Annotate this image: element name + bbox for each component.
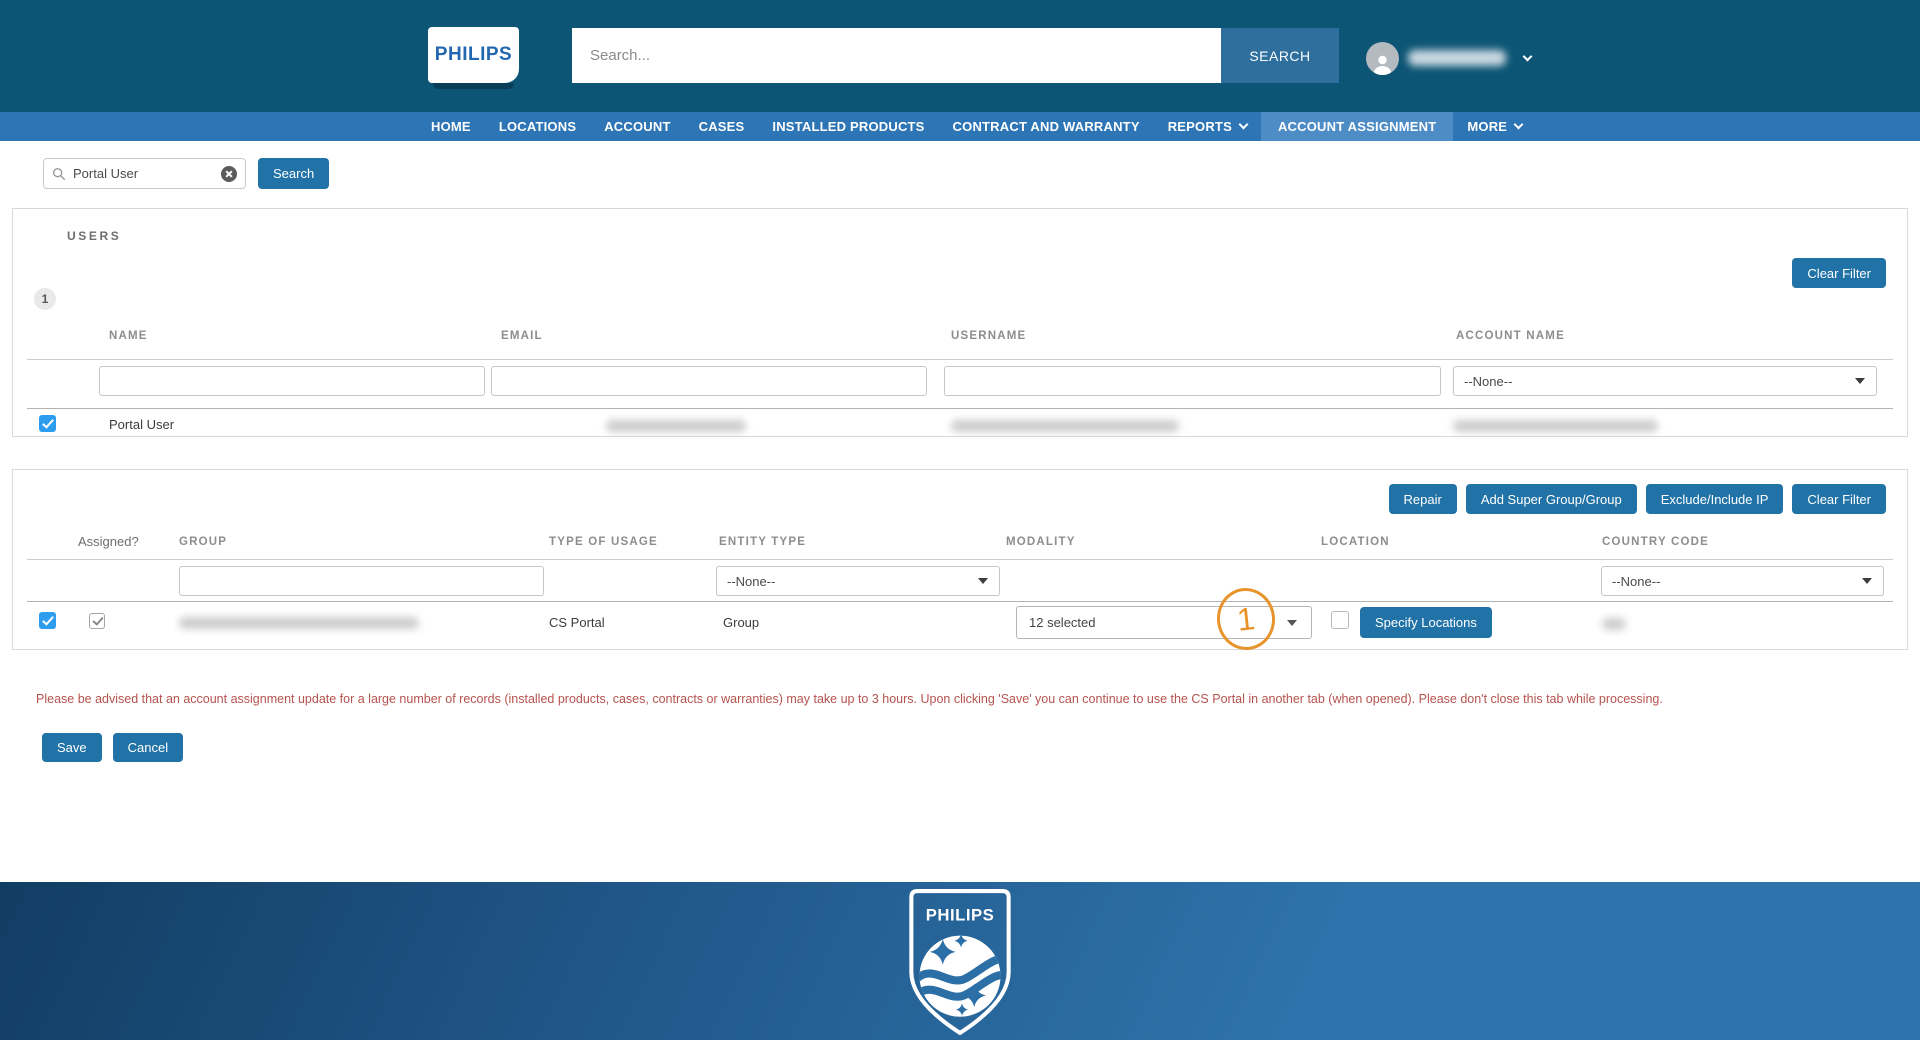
filter-select-account-name[interactable]: --None-- — [1453, 366, 1877, 396]
page-number-badge[interactable]: 1 — [34, 288, 56, 310]
main-nav: HOME LOCATIONS ACCOUNT CASES INSTALLED P… — [0, 112, 1920, 141]
global-search-button[interactable]: SEARCH — [1221, 28, 1339, 83]
redacted-group-name — [179, 617, 419, 629]
redacted-account-name — [1453, 420, 1658, 432]
column-header-account-name: ACCOUNT NAME — [1456, 330, 1565, 342]
user-search-input[interactable]: Portal User — [43, 158, 246, 189]
user-search-button[interactable]: Search — [258, 158, 330, 189]
person-icon — [1373, 55, 1392, 75]
nav-item-account-assignment[interactable]: ACCOUNT ASSIGNMENT — [1260, 112, 1454, 141]
philips-shield-logo: PHILIPS — [909, 889, 1011, 1036]
philips-logo-text: PHILIPS — [434, 44, 513, 65]
column-header-location: LOCATION — [1321, 536, 1390, 548]
redacted-username-cell — [951, 420, 1179, 432]
nav-item-account[interactable]: ACCOUNT — [604, 119, 671, 134]
column-header-group: GROUP — [179, 536, 228, 548]
column-header-assigned: Assigned? — [78, 534, 139, 549]
add-super-group-button[interactable]: Add Super Group/Group — [1465, 484, 1637, 514]
chevron-down-icon — [1238, 119, 1249, 130]
filter-input-username[interactable] — [944, 366, 1441, 396]
filter-input-group[interactable] — [179, 566, 544, 596]
user-menu-chevron-down-icon[interactable] — [1522, 51, 1533, 62]
modality-selected-value: 12 selected — [1029, 615, 1096, 630]
app-header: PHILIPS Search... SEARCH — [0, 0, 1920, 112]
redacted-country-code — [1602, 618, 1626, 630]
assigned-checkbox[interactable] — [89, 613, 105, 629]
exclude-include-ip-button[interactable]: Exclude/Include IP — [1645, 484, 1784, 514]
users-panel-title: USERS — [67, 229, 122, 243]
repair-button[interactable]: Repair — [1388, 484, 1457, 514]
user-search-value: Portal User — [73, 166, 139, 181]
column-header-modality: MODALITY — [1006, 536, 1076, 548]
assignment-row-select-checkbox[interactable] — [39, 612, 56, 629]
cancel-button[interactable]: Cancel — [112, 733, 184, 762]
filter-select-entity-type[interactable]: --None-- — [716, 566, 1000, 596]
user-avatar[interactable] — [1366, 42, 1399, 75]
filter-input-email[interactable] — [491, 366, 927, 396]
save-button[interactable]: Save — [42, 733, 102, 762]
global-search-placeholder: Search... — [590, 47, 651, 64]
row-select-checkbox[interactable] — [39, 415, 56, 432]
dropdown-arrow-icon — [1287, 619, 1297, 626]
location-checkbox[interactable] — [1331, 611, 1349, 629]
user-search-toolbar: Portal User Search — [0, 141, 1920, 208]
column-header-email: EMAIL — [501, 330, 543, 342]
column-header-name: NAME — [109, 330, 148, 342]
nav-item-cases[interactable]: CASES — [698, 119, 745, 134]
nav-item-reports[interactable]: REPORTS — [1154, 112, 1261, 141]
column-header-country-code: COUNTRY CODE — [1602, 536, 1710, 548]
processing-notice: Please be advised that an account assign… — [36, 692, 1663, 706]
users-panel: USERS Clear Filter 1 NAME EMAIL USERNAME… — [12, 208, 1908, 437]
column-header-username: USERNAME — [951, 330, 1027, 342]
footer-brand-text: PHILIPS — [926, 905, 995, 924]
global-search-input[interactable]: Search... — [572, 28, 1221, 83]
account-assignment-panel: Repair Add Super Group/Group Exclude/Inc… — [12, 469, 1908, 653]
nav-item-more[interactable]: MORE — [1453, 112, 1536, 141]
philips-logo: PHILIPS — [428, 27, 519, 89]
assignment-clear-filter-button[interactable]: Clear Filter — [1792, 484, 1886, 514]
redacted-username — [1408, 50, 1506, 66]
form-actions: Save Cancel — [42, 733, 184, 762]
modality-dropdown[interactable]: 12 selected — [1016, 606, 1312, 639]
nav-item-contract-and-warranty[interactable]: CONTRACT AND WARRANTY — [952, 119, 1140, 134]
clear-search-icon[interactable] — [221, 165, 237, 182]
specify-locations-button[interactable]: Specify Locations — [1360, 607, 1492, 638]
filter-select-country-code[interactable]: --None-- — [1601, 566, 1884, 596]
redacted-email — [606, 420, 746, 432]
dropdown-arrow-icon — [1862, 578, 1872, 584]
nav-item-installed-products[interactable]: INSTALLED PRODUCTS — [772, 119, 925, 134]
search-icon — [52, 167, 66, 181]
dropdown-arrow-icon — [1855, 378, 1865, 384]
filter-input-name[interactable] — [99, 366, 485, 396]
user-row-name: Portal User — [109, 417, 175, 432]
entity-type-value: Group — [723, 615, 760, 630]
column-header-entity-type: ENTITY TYPE — [719, 536, 807, 548]
chevron-down-icon — [1513, 119, 1524, 130]
dropdown-arrow-icon — [978, 578, 988, 584]
users-clear-filter-button[interactable]: Clear Filter — [1792, 258, 1886, 288]
nav-item-locations[interactable]: LOCATIONS — [498, 119, 577, 134]
page-footer: PHILIPS — [0, 882, 1920, 1040]
nav-item-home[interactable]: HOME — [431, 119, 471, 134]
column-header-type-of-usage: TYPE OF USAGE — [549, 536, 658, 548]
type-of-usage-value: CS Portal — [549, 615, 605, 630]
